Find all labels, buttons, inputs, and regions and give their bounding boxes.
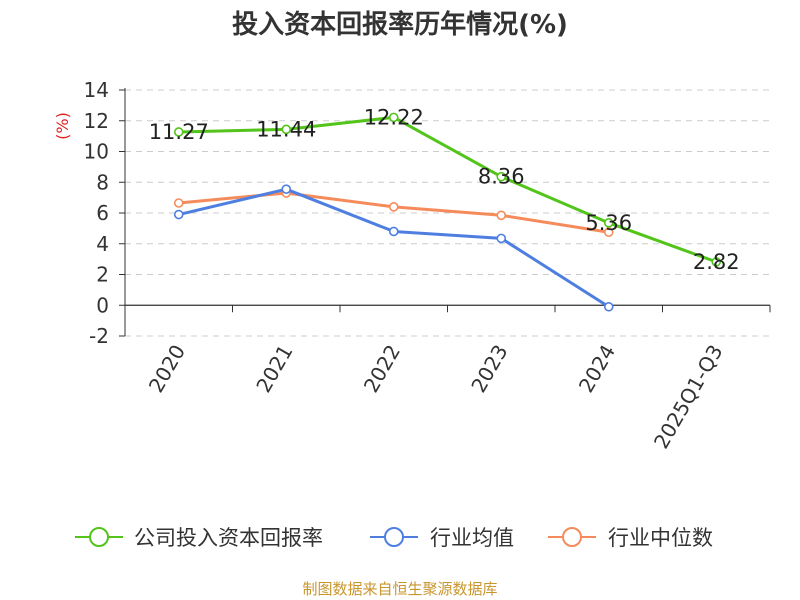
y-tick-label: 4 [96, 232, 109, 256]
x-tick-label: 2020 [144, 341, 190, 397]
data-label: 11.27 [149, 120, 209, 144]
legend-item[interactable]: 公司投入资本回报率 [75, 526, 323, 550]
y-tick-label: -2 [89, 324, 109, 348]
series-group [173, 112, 722, 312]
data-point [173, 127, 184, 137]
x-tick-label: 2025Q1-Q3 [649, 341, 728, 453]
y-tick-label: 8 [96, 170, 109, 194]
data-point [603, 227, 614, 238]
y-tick-label: 2 [96, 263, 109, 287]
data-labels: 11.27 11.44 12.22 8.36 5.36 2.82 [149, 105, 740, 274]
data-point [603, 218, 614, 228]
y-tick-label: 0 [96, 293, 109, 317]
data-label: 12.22 [364, 105, 424, 129]
legend-marker [89, 527, 109, 547]
data-point [711, 257, 722, 267]
legend-label: 公司投入资本回报率 [134, 526, 323, 550]
data-point [496, 210, 507, 221]
legend-marker [562, 527, 582, 547]
data-point [388, 226, 399, 237]
x-tick-label: 2024 [574, 341, 620, 397]
x-tick-labels: 2020 2021 2022 2023 2024 2025Q1-Q3 [144, 341, 728, 453]
y-tick-label: 10 [84, 140, 109, 164]
data-label: 8.36 [478, 165, 525, 189]
y-tick-labels: -2 0 2 4 6 8 10 12 14 [84, 78, 109, 348]
data-label: 5.36 [585, 211, 632, 235]
chart-title: 投入资本回报率历年情况(%) [232, 9, 568, 40]
data-point [388, 112, 399, 123]
legend-item[interactable]: 行业均值 [370, 526, 514, 550]
y-axis-unit-label: (%) [53, 112, 72, 140]
y-tick-label: 6 [96, 201, 109, 225]
series-line [178, 115, 717, 264]
data-point [603, 301, 614, 312]
data-point [496, 171, 507, 182]
y-tick-label: 12 [84, 109, 109, 133]
x-tick-label: 2021 [251, 341, 297, 397]
data-label: 11.44 [256, 117, 316, 141]
legend-label: 行业中位数 [608, 526, 713, 550]
legend-item[interactable]: 行业中位数 [548, 526, 713, 550]
data-point [173, 198, 184, 208]
axes [119, 88, 771, 337]
data-point [281, 184, 292, 194]
legend-marker [384, 527, 404, 547]
legend: 公司投入资本回报率 行业均值 行业中位数 [75, 526, 713, 550]
data-point [496, 233, 507, 244]
legend-label: 行业均值 [430, 526, 514, 550]
source-note: 制图数据来自恒生聚源数据库 [302, 580, 497, 598]
grid-lines [125, 89, 770, 337]
data-point [173, 209, 184, 220]
y-tick-label: 14 [84, 78, 109, 102]
data-label: 2.82 [693, 250, 740, 274]
data-point [281, 124, 292, 135]
data-point [388, 202, 399, 212]
x-tick-label: 2022 [359, 341, 405, 397]
x-tick-label: 2023 [466, 341, 512, 397]
